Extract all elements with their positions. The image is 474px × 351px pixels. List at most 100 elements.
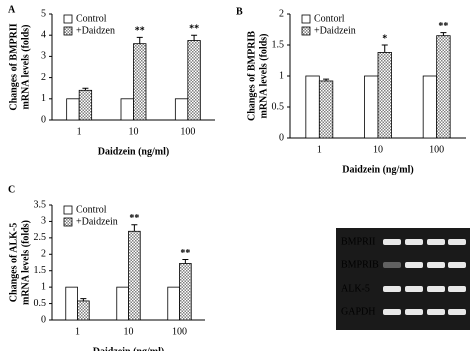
y-tick-label: 0 [41, 314, 46, 325]
y-tick-label: 3.5 [34, 199, 47, 210]
gel-label: BMPRII [341, 236, 375, 247]
x-tick-label: 1 [77, 126, 82, 137]
error-bar [80, 298, 87, 301]
error-bar [136, 36, 143, 44]
x-axis-label: Daidzein (ng/ml) [342, 164, 413, 175]
legend-label: Control [76, 204, 107, 215]
bar [116, 286, 129, 321]
bar [318, 80, 334, 139]
y-tick-label: 1.5 [272, 39, 285, 50]
y-tick-label: 0.5 [34, 298, 47, 309]
x-tick-label: 1 [317, 144, 322, 155]
error-bar [131, 224, 138, 232]
y-tick-label: 1 [41, 93, 46, 104]
gel-band [448, 286, 466, 292]
y-tick-label: 2 [41, 72, 46, 83]
gel-label: BMPRIB [341, 259, 379, 270]
y-axis-label: Changes of BMPRIB [246, 31, 257, 121]
y-axis-label: mRNA levels (folds) [20, 220, 31, 305]
error-bar [182, 259, 189, 264]
gel-label: GAPDH [341, 306, 375, 317]
y-tick-label: 4 [41, 29, 46, 40]
bar [364, 75, 379, 139]
legend-swatch [63, 205, 73, 215]
error-bar [323, 78, 330, 81]
panel-label: C [8, 184, 15, 195]
gel-band [405, 309, 423, 315]
x-axis-label: Daidzein (ng/ml) [98, 146, 169, 157]
bar [377, 52, 392, 139]
x-tick-label: 1 [75, 326, 80, 337]
legend-swatch [63, 26, 73, 36]
gel-band [427, 262, 445, 268]
gel-band [405, 262, 423, 268]
significance-marker: ** [129, 213, 139, 224]
legend-label: Contorl [314, 13, 345, 24]
legend-swatch [63, 14, 73, 24]
x-axis-label: Daidzein (ng/ml) [93, 346, 164, 351]
gel-band [383, 286, 401, 292]
gel-band [427, 309, 445, 315]
bar [422, 75, 438, 139]
y-tick-label: 2.5 [34, 232, 47, 243]
y-tick-label: 5 [41, 8, 46, 19]
gel-band [427, 239, 445, 245]
y-tick-label: 1 [41, 281, 46, 292]
y-tick-label: 0 [279, 132, 284, 143]
x-tick-label: 10 [124, 326, 134, 337]
gel-band [405, 239, 423, 245]
gel-band [448, 309, 466, 315]
bar [436, 35, 451, 139]
bar [174, 98, 189, 121]
y-tick-label: 0 [41, 114, 46, 125]
bar [179, 263, 192, 321]
x-tick-label: 100 [180, 126, 195, 137]
error-bar [82, 87, 89, 91]
gel-band [448, 262, 466, 268]
bar [78, 89, 93, 121]
legend-label: +Daidzein [314, 25, 356, 36]
x-tick-label: 10 [129, 126, 139, 137]
gel-band [448, 239, 466, 245]
bar [305, 75, 320, 139]
y-axis-label: mRNA levels (folds) [258, 34, 269, 119]
gel-band [383, 262, 401, 268]
y-tick-label: 3 [41, 51, 46, 62]
legend-swatch [63, 217, 73, 227]
legend-label: +Daidzen [76, 25, 115, 36]
bar [167, 286, 180, 321]
error-bar [191, 34, 198, 41]
legend-label: +Daidzein [76, 216, 118, 227]
gel-band [383, 239, 401, 245]
y-axis-label: Changes of BMPRII [8, 23, 19, 110]
bar [128, 230, 141, 321]
error-bar [440, 32, 447, 36]
legend-swatch [301, 14, 311, 24]
y-axis-label: Changes of ALK-5 [8, 223, 19, 302]
bar [187, 40, 201, 121]
gel-band [427, 286, 445, 292]
significance-marker: ** [189, 23, 199, 34]
y-tick-label: 1.5 [34, 265, 47, 276]
gel-image [336, 228, 470, 330]
bar [65, 286, 78, 321]
error-bar [381, 44, 388, 53]
bar [66, 98, 80, 121]
y-tick-label: 2 [41, 249, 46, 260]
legend-swatch [301, 26, 311, 36]
significance-marker: ** [438, 21, 448, 32]
legend-label: Control [76, 13, 107, 24]
x-tick-label: 100 [172, 326, 187, 337]
y-tick-label: 2 [279, 8, 284, 19]
panel-label: B [236, 6, 243, 17]
gel-band [405, 286, 423, 292]
gel-label: ALK-5 [341, 283, 370, 294]
bar [120, 98, 134, 121]
panel-label: A [8, 4, 16, 15]
x-tick-label: 100 [429, 144, 444, 155]
y-tick-label: 3 [41, 216, 46, 227]
bar [133, 43, 147, 121]
bar [77, 300, 90, 321]
